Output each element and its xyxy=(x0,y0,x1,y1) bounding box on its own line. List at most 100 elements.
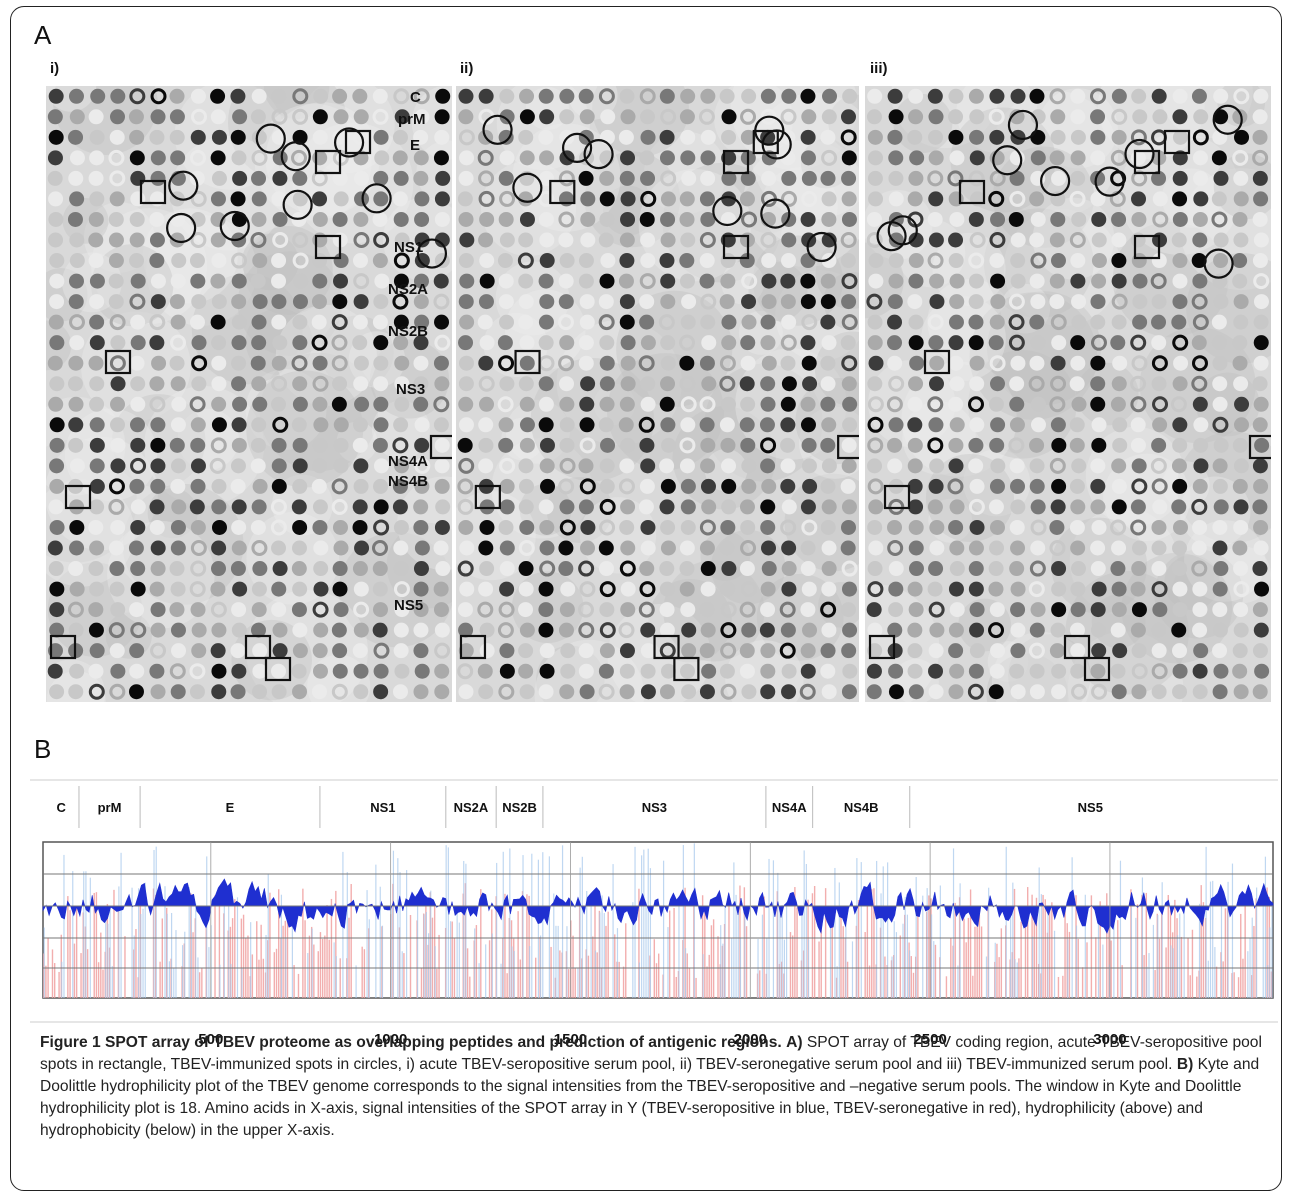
seronegative-bar xyxy=(1033,917,1035,998)
background-blot xyxy=(246,512,340,605)
spot xyxy=(640,519,656,535)
spot xyxy=(433,150,449,166)
seropositive-bar xyxy=(509,848,511,998)
spot xyxy=(149,499,165,515)
spot xyxy=(1152,499,1168,515)
seropositive-bar xyxy=(994,942,996,998)
seronegative-bar xyxy=(759,970,761,998)
seronegative-bar xyxy=(884,956,886,998)
seronegative-bar xyxy=(695,977,697,998)
spot xyxy=(130,437,146,453)
spot xyxy=(1191,253,1207,269)
spot xyxy=(1152,191,1168,207)
spot xyxy=(620,437,636,453)
spot xyxy=(841,560,858,577)
spot xyxy=(47,663,63,679)
spot xyxy=(211,253,227,269)
spot xyxy=(169,294,185,310)
seronegative-bar xyxy=(297,973,300,998)
spot xyxy=(1254,581,1270,597)
seronegative-bar xyxy=(73,943,76,998)
spot xyxy=(169,232,185,248)
spot xyxy=(721,191,737,207)
seropositive-bar xyxy=(513,950,515,998)
spot xyxy=(210,581,226,597)
spot xyxy=(171,499,187,515)
seropositive-bar xyxy=(170,912,173,998)
seronegative-bar xyxy=(712,919,715,998)
seronegative-bar xyxy=(846,961,849,998)
spot xyxy=(780,273,796,289)
seronegative-bar xyxy=(965,942,967,998)
spot xyxy=(332,170,348,186)
spot xyxy=(761,540,777,556)
background-blot xyxy=(925,453,1014,543)
spot xyxy=(820,519,836,535)
spot xyxy=(312,437,328,453)
spot xyxy=(820,314,836,330)
spot xyxy=(331,396,347,412)
spot xyxy=(908,602,924,618)
seropositive-bar xyxy=(291,909,293,998)
seropositive-bar xyxy=(153,850,155,998)
spot xyxy=(48,191,64,207)
spot xyxy=(1192,622,1208,638)
spot xyxy=(1191,293,1208,310)
spot xyxy=(968,252,985,269)
spot xyxy=(150,642,167,659)
spot xyxy=(1009,376,1025,392)
highlight-circle xyxy=(168,170,199,201)
spot xyxy=(250,355,266,371)
spot xyxy=(251,540,268,556)
spot xyxy=(230,643,246,659)
spot xyxy=(578,253,594,269)
seropositive-bar xyxy=(908,950,911,998)
highlight-square xyxy=(653,634,680,660)
spot xyxy=(1151,684,1167,700)
spot xyxy=(499,478,515,494)
spot xyxy=(558,478,575,495)
spot xyxy=(968,663,984,679)
spot xyxy=(109,683,126,700)
spot xyxy=(1253,396,1269,412)
spot xyxy=(1151,540,1167,556)
seropositive-bar xyxy=(803,850,805,998)
seronegative-bar xyxy=(820,913,822,998)
spot xyxy=(353,211,369,227)
highlight-circle xyxy=(1094,166,1125,197)
spot xyxy=(1131,88,1147,104)
highlight-square xyxy=(1248,434,1271,460)
spot xyxy=(1009,190,1026,207)
spot xyxy=(578,499,594,515)
spot xyxy=(292,129,308,145)
spot xyxy=(1071,314,1087,330)
spot xyxy=(968,437,984,453)
spot xyxy=(150,437,166,453)
spot xyxy=(928,561,944,577)
spot xyxy=(948,232,964,248)
spot xyxy=(990,273,1006,289)
spot xyxy=(888,581,904,597)
seronegative-bar xyxy=(763,896,765,998)
seronegative-bar xyxy=(928,895,930,998)
spot xyxy=(866,684,882,700)
spot xyxy=(209,457,226,474)
spot xyxy=(620,376,636,392)
spot xyxy=(252,478,268,494)
spot xyxy=(291,540,307,556)
spot xyxy=(231,622,247,638)
spot xyxy=(271,478,287,494)
x-tick-label: 2500 xyxy=(913,1031,946,1048)
spot xyxy=(721,499,737,515)
spot xyxy=(312,232,328,248)
spot xyxy=(373,335,389,351)
spot xyxy=(150,602,166,618)
spot xyxy=(352,417,368,433)
spot xyxy=(394,602,410,618)
spot xyxy=(1233,314,1249,330)
spot xyxy=(1172,478,1188,494)
spot xyxy=(781,499,797,515)
spot xyxy=(538,684,554,700)
spot xyxy=(969,232,986,248)
spot xyxy=(169,109,185,125)
